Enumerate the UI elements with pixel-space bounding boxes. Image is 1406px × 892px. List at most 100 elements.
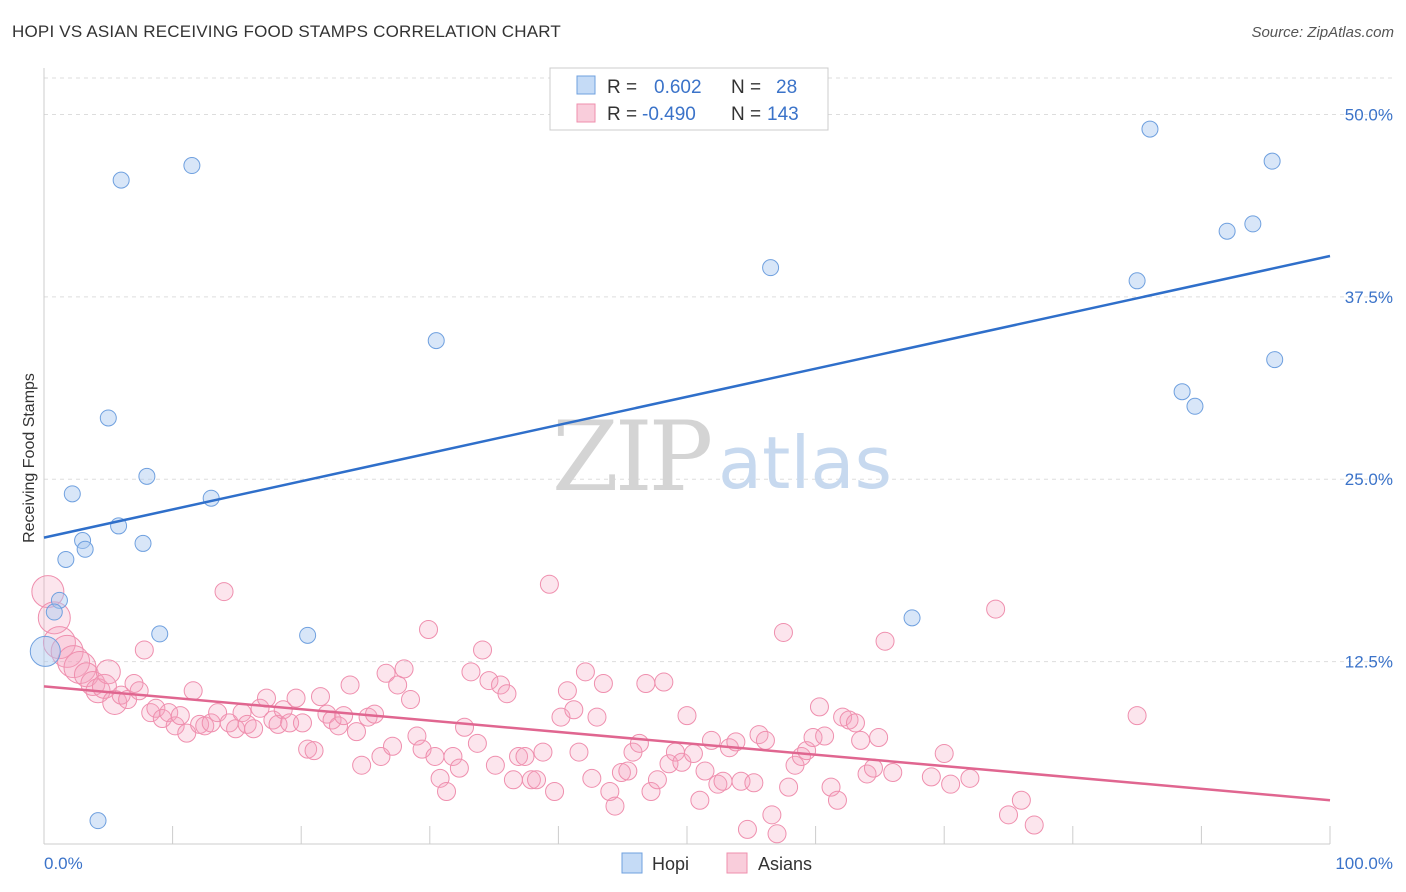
- legend-asians-swatch: [576, 103, 596, 123]
- hopi-point: [762, 259, 780, 277]
- bottom-legend-asians: Asians: [758, 854, 812, 874]
- x-tick-label: 100.0%: [1335, 854, 1393, 873]
- y-tick-label: 37.5%: [1345, 288, 1393, 307]
- trend-lines: [43, 254, 1331, 802]
- asians-point: [183, 681, 203, 701]
- asians-point: [557, 681, 577, 701]
- axes: [43, 68, 1331, 845]
- legend-n-value: 28: [776, 77, 797, 98]
- asians-point: [437, 781, 457, 801]
- legend-r-label: R =: [607, 104, 637, 125]
- asians-point: [921, 767, 941, 787]
- asians-point: [170, 706, 190, 726]
- asians-point: [575, 662, 595, 682]
- asians-point: [244, 719, 264, 739]
- correlation-legend: R = 0.602 N = 28 R = -0.490 N = 143: [549, 67, 829, 131]
- hopi-point: [138, 467, 156, 485]
- asians-point: [467, 733, 487, 753]
- y-axis-title: Receiving Food Stamps: [21, 373, 38, 543]
- asians-point: [845, 713, 865, 733]
- asians-point: [292, 713, 312, 733]
- asians-point: [629, 733, 649, 753]
- asians-point: [95, 659, 121, 685]
- asians-series: [31, 574, 1147, 844]
- asians-point: [869, 727, 889, 747]
- y-tick-labels: 12.5% 25.0% 37.5% 50.0%: [1345, 105, 1393, 671]
- asians-point: [827, 790, 847, 810]
- asians-point: [683, 744, 703, 764]
- asians-point: [310, 687, 330, 707]
- legend-r-value: 0.602: [654, 77, 702, 98]
- asians-point: [57, 645, 91, 679]
- x-tick-labels: 0.0% 100.0%: [44, 854, 1393, 873]
- asians-point: [388, 675, 408, 695]
- asians-point: [461, 662, 481, 682]
- hopi-point: [57, 550, 75, 568]
- asians-point: [129, 681, 149, 701]
- asians-point: [755, 730, 775, 750]
- hopi-point: [183, 157, 201, 175]
- hopi-point: [1128, 272, 1146, 290]
- asians-point: [587, 707, 607, 727]
- asians-point: [690, 790, 710, 810]
- hopi-series: [29, 120, 1284, 830]
- asians-point: [863, 758, 883, 778]
- hopi-point: [89, 812, 107, 830]
- asians-point: [708, 774, 728, 794]
- hopi-point: [1244, 215, 1262, 233]
- asians-trend-line: [43, 685, 1331, 802]
- asians-point: [647, 770, 667, 790]
- asians-point: [449, 758, 469, 778]
- asians-point: [250, 698, 270, 718]
- asians-point: [1011, 790, 1031, 810]
- x-tick-label: 0.0%: [44, 854, 83, 873]
- y-tick-label: 25.0%: [1345, 470, 1393, 489]
- bottom-legend-asians-swatch: [726, 852, 748, 874]
- legend-hopi-swatch: [576, 75, 596, 95]
- asians-point: [214, 582, 234, 602]
- asians-point: [376, 663, 396, 683]
- hopi-point: [45, 603, 63, 621]
- asians-point: [851, 730, 871, 750]
- legend-r-label: R =: [607, 77, 637, 98]
- asians-point: [539, 574, 559, 594]
- asians-point: [677, 706, 697, 726]
- bottom-legend-hopi-swatch: [621, 852, 643, 874]
- asians-point: [569, 742, 589, 762]
- asians-point: [744, 773, 764, 793]
- hopi-point: [151, 625, 169, 643]
- asians-point: [611, 763, 631, 783]
- asians-point: [346, 722, 366, 742]
- hopi-point: [299, 626, 317, 644]
- asians-point: [999, 805, 1018, 825]
- hopi-point: [76, 540, 94, 558]
- asians-point: [737, 819, 757, 839]
- asians-point: [515, 746, 535, 766]
- asians-point: [340, 675, 360, 695]
- chart-title: HOPI VS ASIAN RECEIVING FOOD STAMPS CORR…: [12, 22, 562, 41]
- asians-point: [401, 690, 421, 710]
- asians-point: [695, 761, 715, 781]
- asians-point: [479, 671, 499, 691]
- asians-point: [779, 777, 799, 797]
- asians-point: [1024, 815, 1044, 835]
- asians-point: [713, 771, 733, 791]
- asians-point: [986, 599, 1006, 619]
- asians-point: [773, 622, 793, 642]
- asians-point: [509, 746, 529, 766]
- asians-point: [394, 659, 414, 679]
- hopi-point: [112, 171, 130, 189]
- asians-point: [298, 739, 318, 759]
- asians-point: [641, 781, 661, 801]
- asians-point: [875, 631, 895, 651]
- asians-point: [317, 704, 337, 724]
- hopi-point: [134, 534, 152, 552]
- asians-point: [941, 774, 961, 794]
- hopi-point: [1263, 152, 1281, 170]
- hopi-point: [1173, 383, 1191, 401]
- hopi-point: [1141, 120, 1159, 138]
- asians-point: [1127, 706, 1147, 726]
- asians-point: [503, 770, 523, 790]
- asians-point: [334, 706, 354, 726]
- hopi-point: [427, 332, 445, 350]
